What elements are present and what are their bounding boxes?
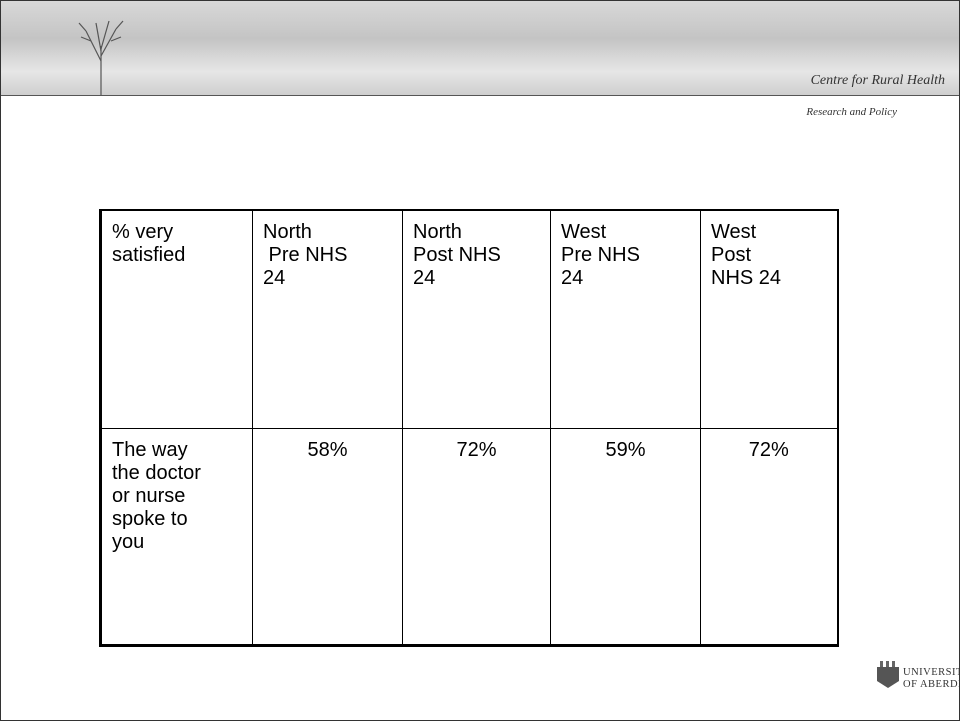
logo-line: OF ABERDEEN: [903, 679, 960, 690]
cell-line: NHS 24: [711, 267, 782, 289]
header-band: Centre for Rural Health: [1, 1, 959, 96]
cell-line: 24: [263, 267, 286, 289]
logo-line: UNIVERSITY: [903, 667, 960, 678]
cell-line: spoke to: [112, 508, 188, 530]
header-cell: North Pre NHS 24: [252, 209, 403, 429]
data-cell: 58%: [252, 428, 403, 646]
cell-line: % very: [112, 221, 174, 243]
cell-line: 24: [561, 267, 584, 289]
cell-line: 72%: [748, 439, 789, 461]
cell-line: Pre NHS: [561, 244, 640, 266]
cell-line: the doctor: [112, 462, 201, 484]
cell-line: you: [112, 531, 145, 553]
cell-line: North: [413, 221, 462, 243]
header-title: Centre for Rural Health: [810, 73, 945, 88]
data-cell: 72%: [700, 428, 838, 646]
cell-line: satisfied: [112, 244, 186, 266]
cell-line: North: [263, 221, 312, 243]
table-row: % very satisfied North Pre NHS 24 North Post …: [100, 209, 838, 429]
university-logo-text: UNIVERSITY OF ABERDEEN: [903, 667, 960, 691]
cell-line: The way: [112, 439, 188, 461]
cell-line: 24: [413, 267, 436, 289]
header-cell: North Post NHS 24: [402, 209, 551, 429]
header-cell: West Pre NHS 24: [550, 209, 701, 429]
cell-line: Post: [711, 244, 752, 266]
cell-line: Post NHS: [413, 244, 501, 266]
tree-icon: [78, 20, 124, 95]
header-cell: % very satisfied: [100, 209, 253, 429]
data-table: % very satisfied North Pre NHS 24 North Post …: [99, 209, 839, 647]
cell-line: West: [561, 221, 607, 243]
table-row: The way the doctor or nurse spoke to you 58% 7…: [100, 428, 838, 646]
data-cell: 59%: [550, 428, 701, 646]
cell-line: 59%: [605, 439, 646, 461]
header-subtitle: Research and Policy: [806, 106, 897, 118]
cell-line: 58%: [307, 439, 348, 461]
university-crest: [877, 661, 899, 688]
cell-line: West: [711, 221, 757, 243]
data-cell: The way the doctor or nurse spoke to you: [100, 428, 253, 646]
header-cell: West Post NHS 24: [700, 209, 838, 429]
cell-line: or nurse: [112, 485, 186, 507]
data-cell: 72%: [402, 428, 551, 646]
cell-line: 72%: [456, 439, 497, 461]
cell-line: Pre NHS: [263, 244, 348, 266]
